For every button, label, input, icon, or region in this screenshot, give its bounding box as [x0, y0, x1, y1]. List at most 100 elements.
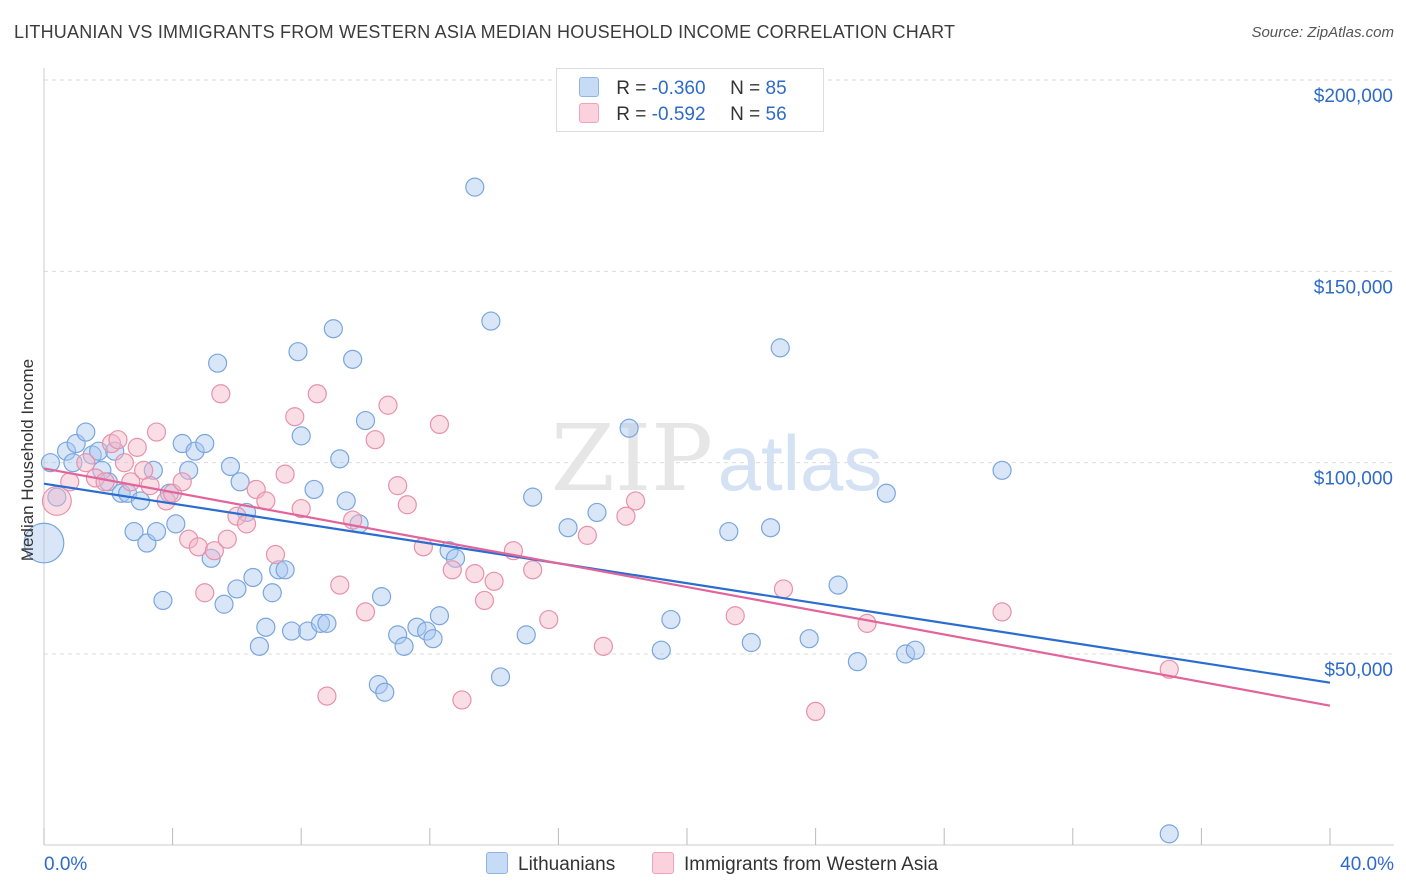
lithuanian-point: [146, 521, 167, 542]
trend-layer: [43, 467, 1331, 707]
legend-n-label: N =: [730, 78, 761, 99]
chart-title: LITHUANIAN VS IMMIGRANTS FROM WESTERN AS…: [14, 22, 956, 42]
lithuanian-point: [896, 644, 916, 664]
y-tick-label: $200,000: [1314, 86, 1393, 107]
legend-row-lithuanians: R = -0.360 N = 85: [579, 77, 787, 99]
lithuanian-point: [179, 460, 199, 480]
correlation-legend: R = -0.360 N = 85 R = -0.592 N = 56: [556, 68, 824, 132]
western-asia-point: [805, 701, 826, 722]
lithuanian-point: [661, 609, 681, 630]
western-asia-point: [397, 495, 417, 515]
lithuanian-point: [336, 491, 356, 511]
lithuanian-point: [394, 636, 414, 656]
y-tick-label: $100,000: [1314, 469, 1393, 490]
legend-r-label: R =: [616, 104, 647, 125]
lithuanian-point: [262, 583, 282, 603]
lithuanian-point: [423, 629, 443, 649]
lithuanian-point: [220, 456, 241, 477]
lithuanian-point: [256, 617, 276, 637]
western-asia-point: [146, 422, 167, 442]
western-asia-point: [227, 506, 247, 526]
watermark-atlas: atlas: [718, 419, 883, 507]
western-asia-point: [539, 609, 559, 630]
western-asia-point: [474, 590, 495, 611]
lithuanian-point: [291, 426, 311, 446]
bottom-swatch-blue: [486, 852, 508, 874]
western-asia-point: [625, 491, 646, 511]
western-asia-point: [275, 464, 295, 484]
lithuanian-point: [760, 518, 781, 538]
lithuanian-point: [343, 349, 363, 369]
legend-n-value: 85: [765, 78, 787, 99]
western-asia-point: [725, 606, 745, 626]
y-axis-title: Median Household Income: [18, 358, 37, 562]
tick-label-layer: $50,000 $100,000 $150,000 $200,000 0.0% 40.0%: [44, 86, 1394, 875]
western-asia-point: [236, 514, 257, 534]
lithuanian-point: [651, 640, 671, 660]
western-asia-point: [307, 384, 327, 404]
lithuanian-point: [269, 560, 289, 580]
western-asia-point: [773, 579, 794, 599]
legend-swatch-pink: [579, 103, 599, 123]
lithuanian-point: [799, 629, 819, 649]
lithuanian-point: [23, 522, 65, 564]
western-asia-point: [378, 395, 398, 415]
lithuanian-point: [368, 675, 388, 695]
lithuanian-point: [143, 460, 163, 480]
lithuanian-point: [770, 338, 790, 358]
western-asia-point: [114, 453, 134, 473]
lithuanian-point: [876, 483, 896, 503]
lithuanian-point: [195, 433, 215, 454]
western-asia-point: [188, 537, 208, 557]
bottom-legend-lithuanians: Lithuanians: [486, 852, 615, 876]
western-asia-point: [388, 476, 408, 496]
western-asia-point: [195, 583, 215, 603]
lithuanian-point: [208, 353, 228, 373]
western-asia-point: [593, 636, 614, 656]
lithuanian-point: [355, 410, 376, 431]
lithuanian-point: [330, 449, 350, 469]
lithuanian-point: [741, 632, 761, 653]
lithuanian-point: [416, 621, 437, 641]
lithuanian-point: [166, 514, 186, 534]
legend-r-value: -0.592: [651, 104, 706, 125]
lithuanian-point: [445, 548, 466, 568]
legend-row-western-asia: R = -0.592 N = 56: [579, 103, 787, 125]
lithuanian-point: [317, 613, 337, 633]
western-asia-point: [616, 506, 636, 526]
lithuanian-point: [275, 560, 295, 580]
western-asia-point: [108, 430, 128, 450]
lithuanian-point: [185, 441, 205, 461]
lithuanian-point: [407, 617, 427, 637]
western-asia-point: [211, 384, 231, 404]
bottom-swatch-pink: [652, 852, 674, 874]
lithuanian-point: [288, 342, 308, 362]
lithuanian-point: [465, 177, 485, 197]
lithuanian-point: [905, 640, 925, 660]
legend-n-label: N =: [730, 104, 761, 125]
bottom-legend-label: Immigrants from Western Asia: [684, 854, 939, 875]
lithuanian-point: [130, 491, 151, 511]
lithuanian-point: [558, 518, 578, 538]
watermark-zip: ZIP: [551, 405, 713, 512]
lithuanian-point: [124, 521, 144, 542]
western-asia-point: [172, 472, 192, 492]
y-tick-label: $150,000: [1314, 277, 1393, 298]
lithuanian-point: [47, 487, 67, 507]
western-asia-point: [992, 602, 1012, 622]
western-asia-point: [857, 613, 877, 633]
western-asia-point: [523, 560, 543, 580]
western-asia-point: [204, 541, 224, 561]
lithuanian-point: [281, 621, 302, 641]
western-asia-point: [127, 437, 147, 457]
lithuanian-point: [719, 521, 739, 542]
western-asia-point: [330, 575, 350, 595]
grid-layer: [44, 79, 1394, 655]
lithuanian-point: [587, 502, 607, 523]
legend-n-value: 56: [765, 104, 787, 125]
western-asia-point: [265, 544, 286, 565]
western-asia-point: [577, 525, 597, 545]
lithuanian-point: [429, 606, 450, 626]
western-asia-point: [465, 564, 485, 584]
lithuanian-point: [516, 625, 536, 645]
